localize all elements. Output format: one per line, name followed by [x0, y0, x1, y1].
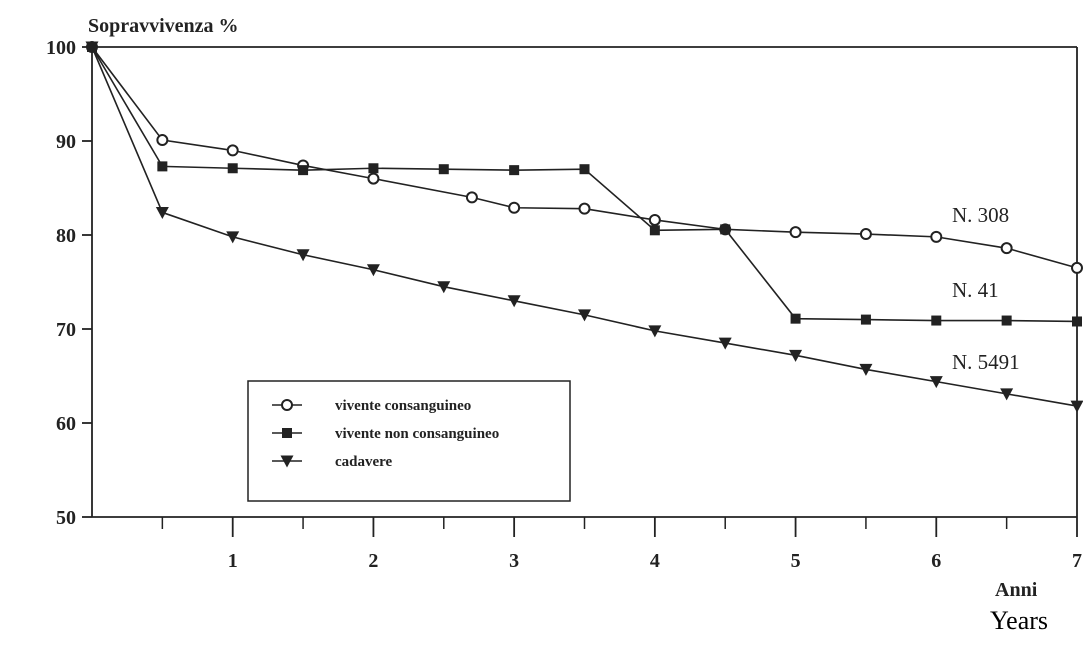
data-point — [157, 161, 168, 172]
series-annotation: N. 5491 — [952, 350, 1020, 374]
series-group — [85, 41, 1083, 413]
data-point — [298, 165, 309, 176]
y-tick-label: 60 — [56, 413, 76, 435]
y-axis-ticks: 50 60 70 80 90 100 — [46, 37, 92, 529]
data-point — [1072, 316, 1082, 327]
data-point — [929, 376, 943, 389]
series-annotation: N. 41 — [952, 278, 999, 302]
data-point — [465, 191, 478, 204]
x-tick-label: 4 — [650, 550, 660, 572]
data-point — [860, 314, 871, 325]
data-point — [578, 309, 591, 322]
plot-frame — [91, 46, 1078, 518]
data-point — [859, 228, 872, 241]
y-tick-label: 90 — [56, 131, 76, 153]
series-annotations: N. 308 N. 41 N. 5491 — [952, 203, 1020, 374]
data-point — [509, 165, 520, 176]
data-point — [1001, 315, 1012, 326]
data-point — [227, 163, 238, 174]
data-point — [437, 281, 451, 294]
legend-box — [247, 380, 571, 502]
legend-marker — [280, 455, 294, 468]
data-point — [1071, 261, 1083, 274]
series-line — [91, 46, 1078, 269]
data-point — [366, 264, 380, 277]
data-point — [648, 213, 661, 226]
data-point — [156, 134, 169, 147]
legend: vivente consanguineo vivente non consangu… — [247, 380, 571, 502]
data-point — [1070, 400, 1083, 413]
data-point — [931, 315, 942, 326]
data-point — [507, 295, 521, 308]
y-axis-title: Sopravvivenza % — [88, 15, 239, 37]
data-point — [226, 231, 240, 244]
data-point — [296, 249, 310, 262]
series-line — [91, 46, 1078, 407]
x-axis-ticks: 1 2 3 4 5 6 7 — [161, 517, 1082, 572]
data-point — [720, 224, 731, 235]
y-tick-label: 80 — [56, 225, 76, 247]
data-point — [367, 172, 380, 185]
data-point — [578, 202, 591, 215]
x-tick-label: 6 — [931, 550, 941, 572]
legend-label: vivente consanguineo — [335, 398, 471, 414]
data-point — [1000, 242, 1013, 255]
data-point — [648, 325, 662, 338]
legend-marker — [281, 399, 293, 411]
series-3 — [85, 41, 1083, 413]
y-tick-label: 100 — [46, 37, 76, 59]
series-1 — [86, 41, 1083, 274]
x-tick-label: 3 — [509, 550, 519, 572]
legend-label: vivente non consanguineo — [335, 426, 499, 442]
legend-marker — [282, 428, 292, 438]
data-point — [790, 313, 801, 324]
data-point — [859, 363, 873, 376]
data-point — [579, 164, 590, 175]
years-label: Years — [990, 606, 1049, 635]
series-line — [91, 46, 1078, 323]
data-point — [85, 41, 99, 54]
x-tick-label: 7 — [1072, 550, 1082, 572]
x-tick-label: 2 — [368, 550, 378, 572]
data-point — [789, 349, 803, 362]
data-point — [368, 163, 379, 174]
x-axis-title: Anni — [995, 579, 1038, 601]
data-point — [789, 226, 802, 239]
series-2 — [87, 42, 1082, 327]
data-point — [718, 337, 732, 350]
series-annotation: N. 308 — [952, 203, 1009, 227]
data-point — [508, 201, 521, 214]
x-tick-label: 5 — [791, 550, 801, 572]
data-point — [649, 225, 660, 236]
data-point — [930, 230, 943, 243]
legend-label: cadavere — [335, 454, 393, 470]
y-tick-label: 50 — [56, 507, 76, 529]
data-point — [155, 206, 169, 219]
x-tick-label: 1 — [228, 550, 238, 572]
data-point — [1000, 388, 1014, 401]
data-point — [226, 144, 239, 157]
data-point — [438, 164, 449, 175]
y-tick-label: 70 — [56, 319, 76, 341]
